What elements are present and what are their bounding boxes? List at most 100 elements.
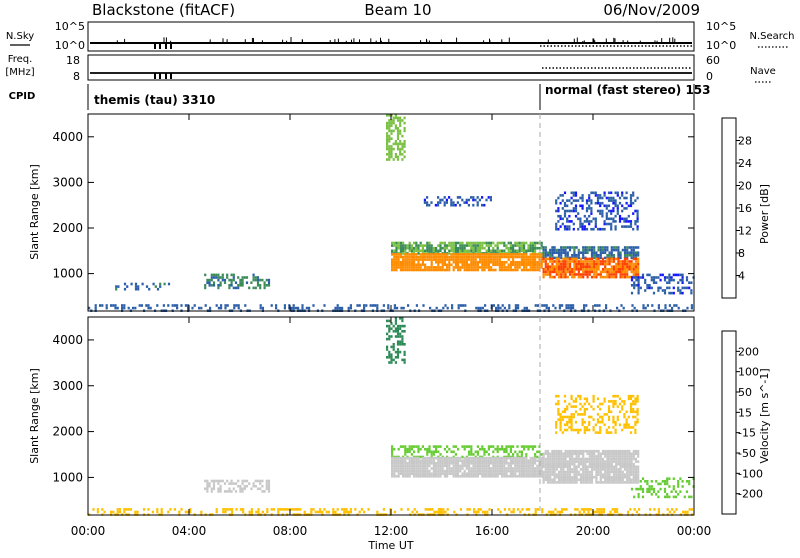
- power-cell: [393, 268, 396, 272]
- power-cell: [616, 209, 619, 213]
- power-cell: [401, 153, 404, 156]
- power-cell: [534, 304, 537, 307]
- velocity-cell: [408, 447, 411, 451]
- velocity-cell: [527, 464, 530, 468]
- velocity-cell: [612, 478, 616, 482]
- power-cell: [468, 253, 471, 256]
- power-cell: [415, 246, 418, 250]
- velocity-cell: [224, 510, 227, 514]
- power-cell: [572, 207, 575, 210]
- power-cell: [457, 304, 460, 307]
- power-cell: [558, 304, 561, 307]
- velocity-cell: [421, 445, 424, 448]
- power-cell: [634, 246, 638, 249]
- velocity-cell: [590, 478, 594, 482]
- velocity-cell: [252, 484, 255, 488]
- velocity-cell: [612, 455, 616, 458]
- velocity-cell: [617, 481, 620, 484]
- power-cell: [145, 285, 149, 288]
- power-cell: [636, 220, 639, 223]
- velocity-cell: [629, 431, 633, 434]
- power-cell: [527, 258, 530, 261]
- power-cell: [557, 273, 561, 276]
- velocity-cell: [632, 468, 635, 471]
- power-cell: [399, 119, 402, 122]
- velocity-cell: [546, 455, 550, 458]
- velocity-cell: [627, 510, 630, 514]
- velocity-cell: [629, 407, 633, 411]
- power-cell: [123, 304, 126, 307]
- power-cell: [536, 304, 539, 307]
- power-cell: [451, 306, 454, 310]
- velocity-cell: [597, 462, 600, 466]
- power-cell: [215, 273, 218, 277]
- power-cell: [572, 199, 575, 202]
- power-cell: [408, 255, 411, 259]
- power-cell: [424, 266, 427, 269]
- velocity-cell: [474, 456, 477, 460]
- power-cell: [512, 258, 515, 261]
- velocity-cell: [657, 495, 660, 499]
- power-cell: [593, 256, 596, 260]
- velocity-cell: [509, 464, 512, 468]
- power-cell: [572, 227, 575, 231]
- power-cell: [531, 268, 534, 272]
- velocity-cell: [610, 468, 613, 471]
- velocity-cell: [626, 462, 629, 466]
- velocity-cell: [621, 452, 624, 456]
- power-cell: [465, 241, 468, 245]
- velocity-cell: [391, 456, 394, 460]
- power-cell: [672, 273, 675, 277]
- power-cell: [626, 260, 629, 263]
- velocity-cell: [621, 470, 624, 474]
- power-cell: [233, 304, 236, 307]
- velocity-cell: [465, 467, 468, 470]
- power-cell: [516, 260, 519, 264]
- velocity-cell: [575, 468, 578, 471]
- power-cell: [461, 266, 464, 269]
- velocity-cell: [487, 467, 490, 470]
- power-cell: [630, 260, 633, 263]
- power-cell: [588, 194, 591, 197]
- velocity-cell: [655, 480, 658, 483]
- power-cell: [470, 260, 473, 264]
- velocity-cell: [621, 460, 624, 463]
- power-cell: [612, 220, 615, 223]
- power-cell: [424, 268, 427, 272]
- power-cell: [516, 266, 519, 269]
- power-cell: [523, 263, 526, 267]
- nsky-label: N.Sky: [6, 31, 34, 42]
- power-cell: [584, 268, 587, 271]
- velocity-cell: [597, 473, 600, 476]
- power-cell: [599, 196, 602, 200]
- velocity-colorbar-tick-label: -100: [738, 467, 763, 480]
- power-cell: [606, 254, 609, 257]
- power-cell: [671, 306, 674, 310]
- velocity-cell: [290, 508, 293, 511]
- velocity-cell: [606, 468, 609, 471]
- power-cell: [568, 199, 571, 202]
- velocity-cell: [443, 456, 446, 460]
- velocity-cell: [595, 449, 598, 453]
- velocity-cell: [454, 445, 457, 448]
- velocity-cell: [505, 472, 508, 475]
- velocity-cell: [626, 468, 629, 471]
- power-cell: [566, 227, 569, 231]
- velocity-cell: [557, 402, 560, 406]
- power-cell: [413, 255, 416, 259]
- power-cell: [126, 285, 129, 288]
- velocity-cell: [446, 445, 449, 448]
- power-cell: [402, 268, 405, 272]
- power-cell: [523, 260, 526, 264]
- power-cell: [501, 241, 504, 245]
- velocity-cell: [590, 415, 593, 419]
- power-cell: [630, 291, 634, 295]
- velocity-cell: [553, 452, 556, 456]
- power-cell: [659, 286, 662, 290]
- velocity-cell: [392, 345, 395, 349]
- velocity-cell: [507, 453, 510, 456]
- power-cell: [476, 241, 479, 245]
- velocity-cell: [505, 462, 508, 465]
- power-cell: [612, 268, 616, 271]
- velocity-cell: [621, 462, 624, 466]
